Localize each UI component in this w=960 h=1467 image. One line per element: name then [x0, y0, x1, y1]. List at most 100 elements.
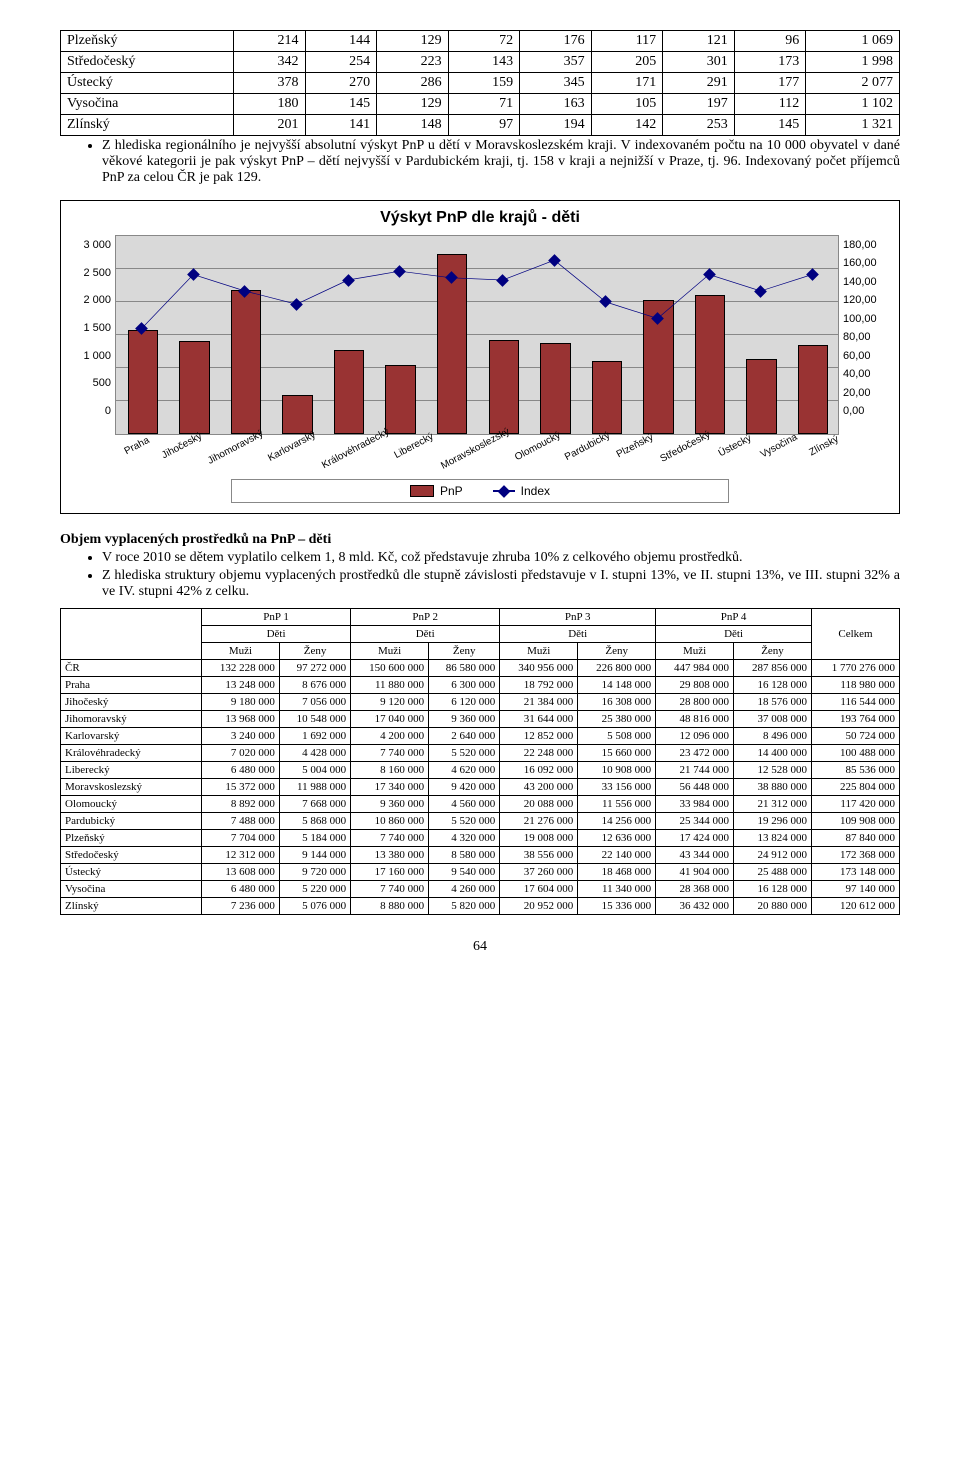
table-cell: 194 — [520, 115, 592, 136]
chart-legend: PnP Index — [231, 479, 729, 503]
table-cell: 22 248 000 — [500, 745, 578, 762]
table-cell: Praha — [61, 677, 202, 694]
table-cell: 8 160 000 — [351, 762, 429, 779]
legend-line: Index — [493, 484, 550, 498]
table-cell: 3 240 000 — [202, 728, 280, 745]
table-cell: 4 200 000 — [351, 728, 429, 745]
table-cell: 15 372 000 — [202, 779, 280, 796]
table-cell: 105 — [591, 94, 663, 115]
table-cell: 41 904 000 — [656, 864, 734, 881]
table-cell: 145 — [734, 115, 806, 136]
chart-box: Výskyt PnP dle krajů - děti 05001 0001 5… — [60, 200, 900, 514]
table-cell: Moravskoslezský — [61, 779, 202, 796]
table-cell: 173 148 000 — [811, 864, 899, 881]
table-cell: 7 740 000 — [351, 745, 429, 762]
table-cell: 357 — [520, 52, 592, 73]
table-cell: 31 644 000 — [500, 711, 578, 728]
table-cell: 5 520 000 — [429, 813, 500, 830]
table-cell: 28 800 000 — [656, 694, 734, 711]
table-cell: 33 156 000 — [578, 779, 656, 796]
table-cell: 112 — [734, 94, 806, 115]
table-cell: 5 508 000 — [578, 728, 656, 745]
table-cell: Ústecký — [61, 73, 234, 94]
table-cell: 225 804 000 — [811, 779, 899, 796]
table-cell: 38 880 000 — [734, 779, 812, 796]
table-cell: Plzeňský — [61, 830, 202, 847]
table-cell: 5 076 000 — [279, 898, 350, 915]
table-cell: 142 — [591, 115, 663, 136]
table-cell: 253 — [663, 115, 735, 136]
table-cell: 254 — [305, 52, 377, 73]
table-cell: 9 360 000 — [429, 711, 500, 728]
table-cell: 15 336 000 — [578, 898, 656, 915]
y-axis-left: 05001 0001 5002 0002 5003 000 — [71, 235, 115, 435]
table-cell: 180 — [234, 94, 306, 115]
table-cell: 4 560 000 — [429, 796, 500, 813]
table-cell: 2 640 000 — [429, 728, 500, 745]
table-cell: Středočeský — [61, 52, 234, 73]
table-cell: 71 — [448, 94, 520, 115]
table-cell: 22 140 000 — [578, 847, 656, 864]
table-cell: 43 200 000 — [500, 779, 578, 796]
table-cell: 87 840 000 — [811, 830, 899, 847]
table-cell: 5 820 000 — [429, 898, 500, 915]
table-cell: Karlovarský — [61, 728, 202, 745]
table-cell: 16 308 000 — [578, 694, 656, 711]
table-cell: 20 880 000 — [734, 898, 812, 915]
table-cell: ČR — [61, 660, 202, 677]
table-cell: 8 880 000 — [351, 898, 429, 915]
table-cell: 97 272 000 — [279, 660, 350, 677]
table-cell: 17 040 000 — [351, 711, 429, 728]
table-cell: 141 — [305, 115, 377, 136]
table-cell: 13 608 000 — [202, 864, 280, 881]
table-cell: 223 — [377, 52, 449, 73]
table-cell: 19 008 000 — [500, 830, 578, 847]
table-cell: 13 380 000 — [351, 847, 429, 864]
table-cell: 16 128 000 — [734, 881, 812, 898]
table-cell: 5 220 000 — [279, 881, 350, 898]
table-cell: 9 540 000 — [429, 864, 500, 881]
table-cell: 16 092 000 — [500, 762, 578, 779]
table-cell: 11 556 000 — [578, 796, 656, 813]
table-cell: 9 420 000 — [429, 779, 500, 796]
table-cell: 33 984 000 — [656, 796, 734, 813]
table-cell: 12 528 000 — [734, 762, 812, 779]
table-cell: 1 069 — [806, 31, 900, 52]
table-cell: 37 008 000 — [734, 711, 812, 728]
table-cell: 144 — [305, 31, 377, 52]
table-cell: 7 740 000 — [351, 830, 429, 847]
table-cell: 9 360 000 — [351, 796, 429, 813]
table-cell: 85 536 000 — [811, 762, 899, 779]
table-cell: 37 260 000 — [500, 864, 578, 881]
table-cell: 197 — [663, 94, 735, 115]
table-cell: 6 120 000 — [429, 694, 500, 711]
table-cell: 378 — [234, 73, 306, 94]
table-cell: Vysočina — [61, 94, 234, 115]
table-cell: 226 800 000 — [578, 660, 656, 677]
table-cell: 21 276 000 — [500, 813, 578, 830]
table-cell: 50 724 000 — [811, 728, 899, 745]
x-axis-labels: PrahaJihočeskýJihomoravskýKarlovarskýKrá… — [111, 437, 843, 473]
table-cell: 12 852 000 — [500, 728, 578, 745]
table-cell: 36 432 000 — [656, 898, 734, 915]
table-cell: 10 860 000 — [351, 813, 429, 830]
table-cell: 9 144 000 — [279, 847, 350, 864]
table-cell: Zlínský — [61, 115, 234, 136]
table-cell: 21 384 000 — [500, 694, 578, 711]
table-cell: 24 912 000 — [734, 847, 812, 864]
table-cell: 11 340 000 — [578, 881, 656, 898]
table-cell: 97 140 000 — [811, 881, 899, 898]
chart-title: Výskyt PnP dle krajů - děti — [71, 209, 889, 227]
table-cell: 38 556 000 — [500, 847, 578, 864]
table-cell: 17 424 000 — [656, 830, 734, 847]
table-cell: 5 520 000 — [429, 745, 500, 762]
table-cell: 12 312 000 — [202, 847, 280, 864]
table-cell: 7 704 000 — [202, 830, 280, 847]
table-cell: 29 808 000 — [656, 677, 734, 694]
table-cell: 86 580 000 — [429, 660, 500, 677]
big-table: PnP 1PnP 2PnP 3PnP 4CelkemDětiDětiDětiDě… — [60, 608, 900, 915]
table-cell: Ústecký — [61, 864, 202, 881]
table-cell: 118 980 000 — [811, 677, 899, 694]
table-cell: Olomoucký — [61, 796, 202, 813]
table-cell: 6 480 000 — [202, 881, 280, 898]
